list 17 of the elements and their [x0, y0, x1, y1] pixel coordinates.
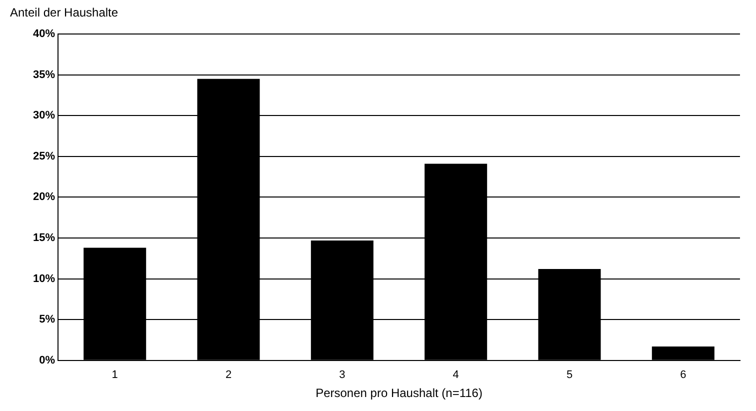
- x-tick-label: 4: [452, 369, 459, 382]
- y-tick-label: 25%: [32, 150, 56, 162]
- y-tick-label: 10%: [32, 272, 56, 285]
- x-axis-title: Personen pro Haushalt (n=116): [316, 386, 482, 400]
- y-tick-label: 5%: [39, 314, 56, 326]
- x-tick-label: 1: [112, 369, 118, 382]
- y-tick-label: 20%: [32, 191, 56, 204]
- y-tick-label: 0%: [39, 354, 56, 366]
- y-tick-label: 15%: [32, 232, 56, 244]
- y-tick-label: 40%: [32, 28, 56, 40]
- y-tick-label: 35%: [32, 68, 56, 81]
- x-tick-label: 6: [680, 369, 686, 382]
- x-tick-label: 3: [339, 369, 346, 382]
- x-tick-label: 5: [566, 369, 573, 382]
- y-tick-label: 30%: [32, 110, 56, 122]
- y-axis-title: Anteil der Haushalte: [10, 5, 118, 20]
- x-tick-label: 2: [225, 369, 232, 382]
